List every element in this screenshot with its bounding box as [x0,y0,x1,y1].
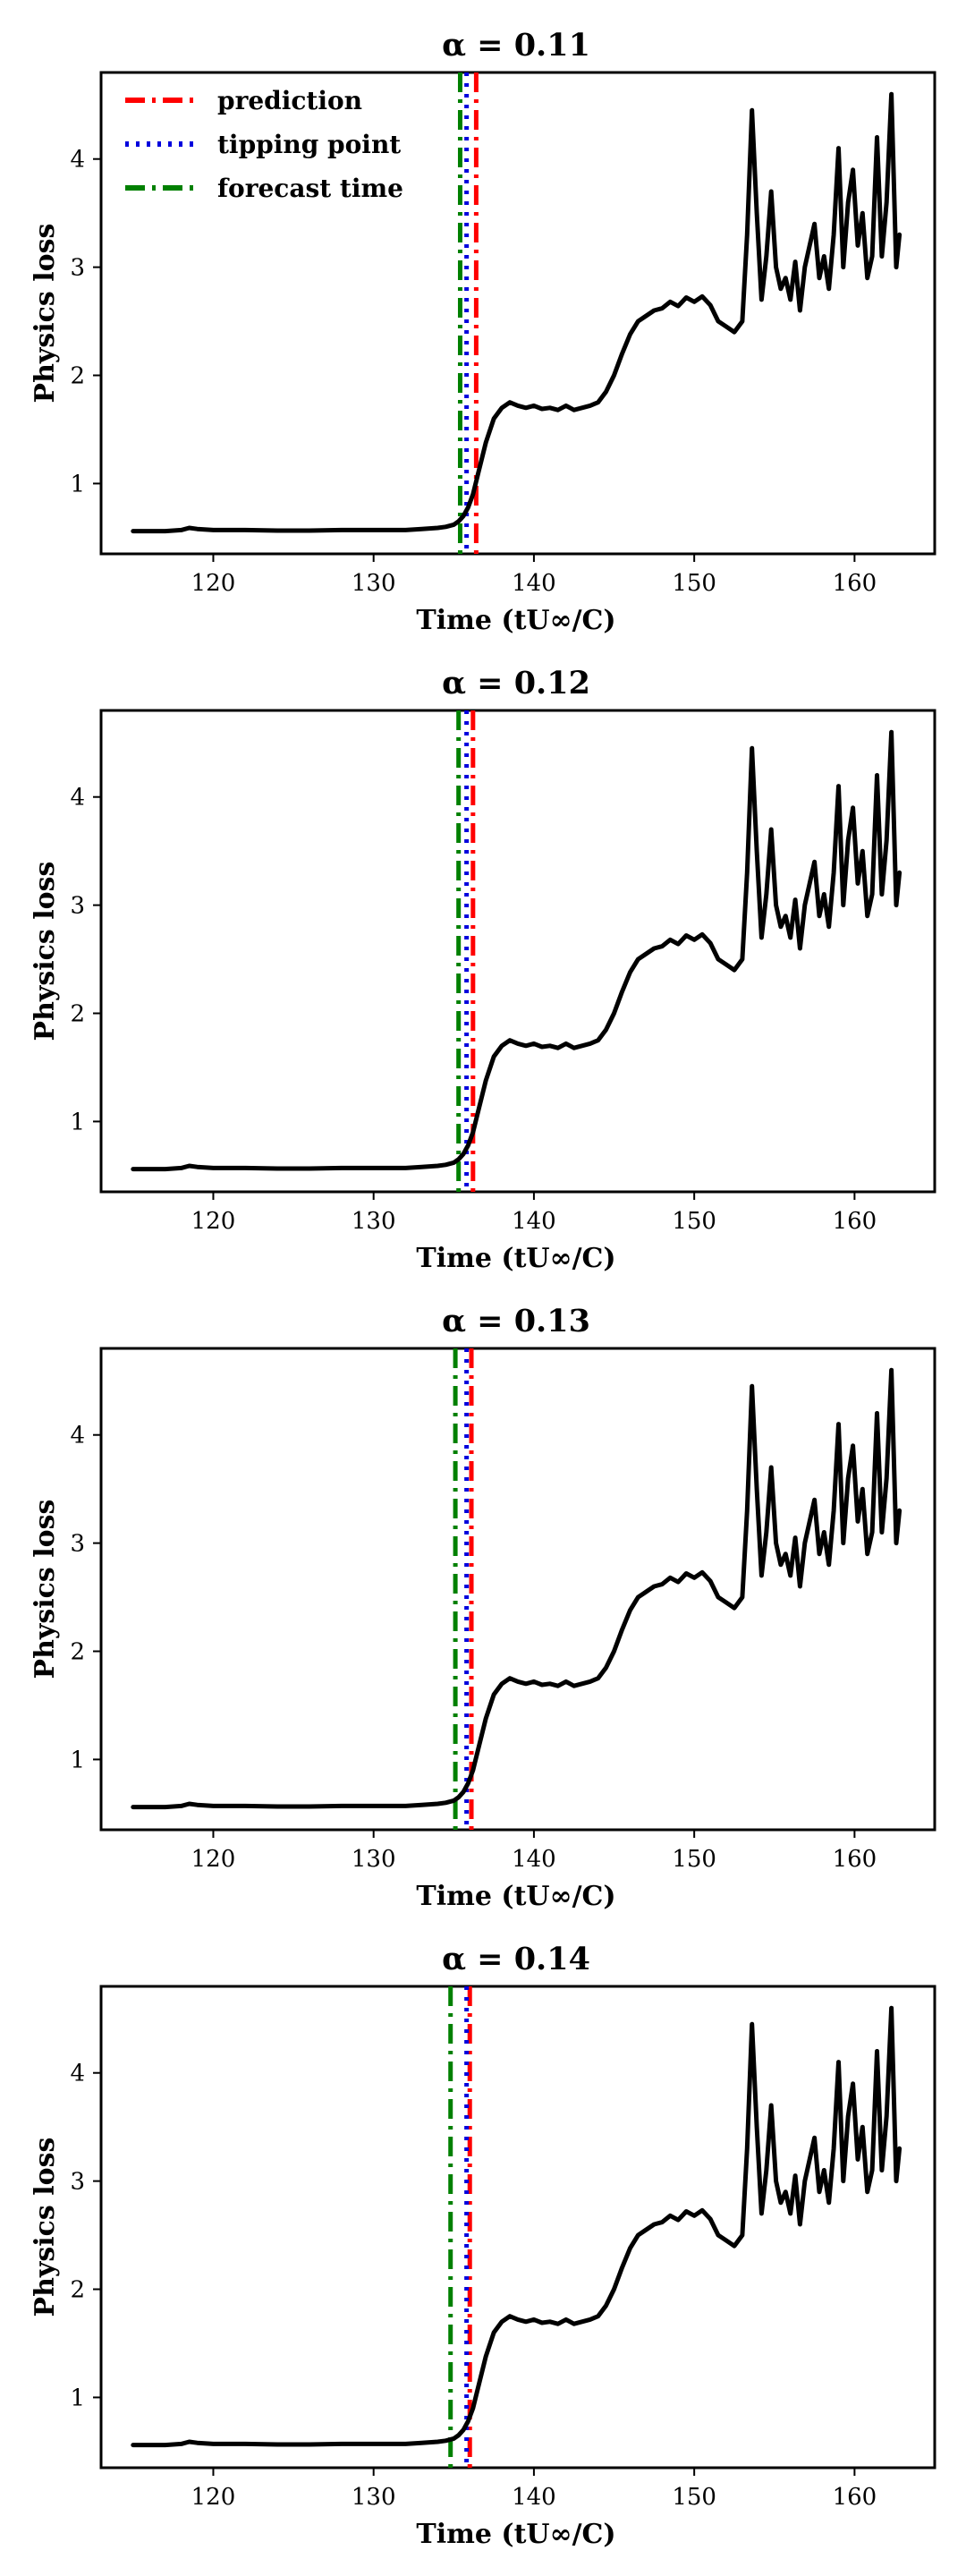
x-tick-label: 160 [833,2484,877,2511]
x-tick-label: 120 [191,570,236,597]
legend-forecast-time-label: forecast time [217,174,403,203]
plot-frame [99,1347,936,1832]
y-tick-label: 1 [70,1109,85,1135]
subplot-alpha-0-13: α = 0.13 120 130 140 150 160 1 2 3 4 Time (tU∞/C… [30,1303,936,1912]
plot-frame [99,1985,936,2470]
legend-tipping-point-label: tipping point [217,130,401,159]
x-tick-label: 150 [672,2484,716,2511]
subplot-title: α = 0.13 [442,1303,590,1339]
y-axis-label: Physics loss [30,862,61,1041]
y-tick-label: 2 [70,363,85,390]
x-tick-label: 130 [352,1208,396,1235]
y-tick-label: 4 [70,2061,85,2087]
y-axis-label: Physics loss [30,224,61,404]
x-tick-label: 130 [352,2484,396,2511]
legend-prediction-label: prediction [217,86,362,115]
y-tick-label: 2 [70,2277,85,2304]
x-tick-label: 160 [833,570,877,597]
x-tick-label: 160 [833,1846,877,1873]
legend: prediction tipping point forecast time [125,86,403,203]
y-tick-label: 2 [70,1639,85,1666]
x-axis-label: Time (tU∞/C) [416,1243,615,1274]
y-tick-label: 3 [70,893,85,920]
x-axis-label: Time (tU∞/C) [416,1881,615,1912]
subplot-title: α = 0.14 [442,1941,590,1977]
physics-loss-line [131,91,902,534]
subplot-alpha-0-12: α = 0.12 120 130 140 150 160 1 2 3 4 Time (tU∞/C… [30,665,936,1274]
x-tick-label: 150 [672,570,716,597]
subplot-alpha-0-11: α = 0.11 120 130 140 150 160 1 2 3 4 Time (tU∞/C… [30,27,936,636]
plot-frame [99,71,936,556]
x-tick-label: 140 [512,1846,556,1873]
y-tick-label: 3 [70,2169,85,2196]
x-tick-label: 160 [833,1208,877,1235]
subplot-title: α = 0.12 [442,665,590,701]
y-tick-label: 3 [70,1531,85,1558]
x-tick-label: 130 [352,570,396,597]
x-tick-label: 120 [191,1208,236,1235]
y-tick-label: 2 [70,1001,85,1028]
x-axis-label: Time (tU∞/C) [416,2519,615,2550]
y-tick-label: 1 [70,1747,85,1773]
x-tick-label: 150 [672,1208,716,1235]
y-tick-label: 4 [70,1423,85,1450]
subplot-title: α = 0.11 [442,27,590,64]
x-tick-label: 150 [672,1846,716,1873]
x-tick-label: 140 [512,1208,556,1235]
y-tick-label: 4 [70,147,85,174]
x-tick-label: 130 [352,1846,396,1873]
y-axis-label: Physics loss [30,2138,61,2317]
physics-loss-line [131,2005,902,2448]
subplot-alpha-0-14: α = 0.14 120 130 140 150 160 1 2 3 4 Time (tU∞/C… [30,1941,936,2550]
physics-loss-line [131,729,902,1172]
x-axis-label: Time (tU∞/C) [416,605,615,636]
y-tick-label: 3 [70,255,85,282]
x-tick-label: 120 [191,1846,236,1873]
y-axis-label: Physics loss [30,1500,61,1679]
physics-loss-line [131,1367,902,1810]
x-tick-label: 140 [512,570,556,597]
y-tick-label: 1 [70,2385,85,2411]
x-tick-label: 140 [512,2484,556,2511]
plot-frame [99,709,936,1194]
y-tick-label: 4 [70,785,85,812]
x-tick-label: 120 [191,2484,236,2511]
y-tick-label: 1 [70,471,85,497]
